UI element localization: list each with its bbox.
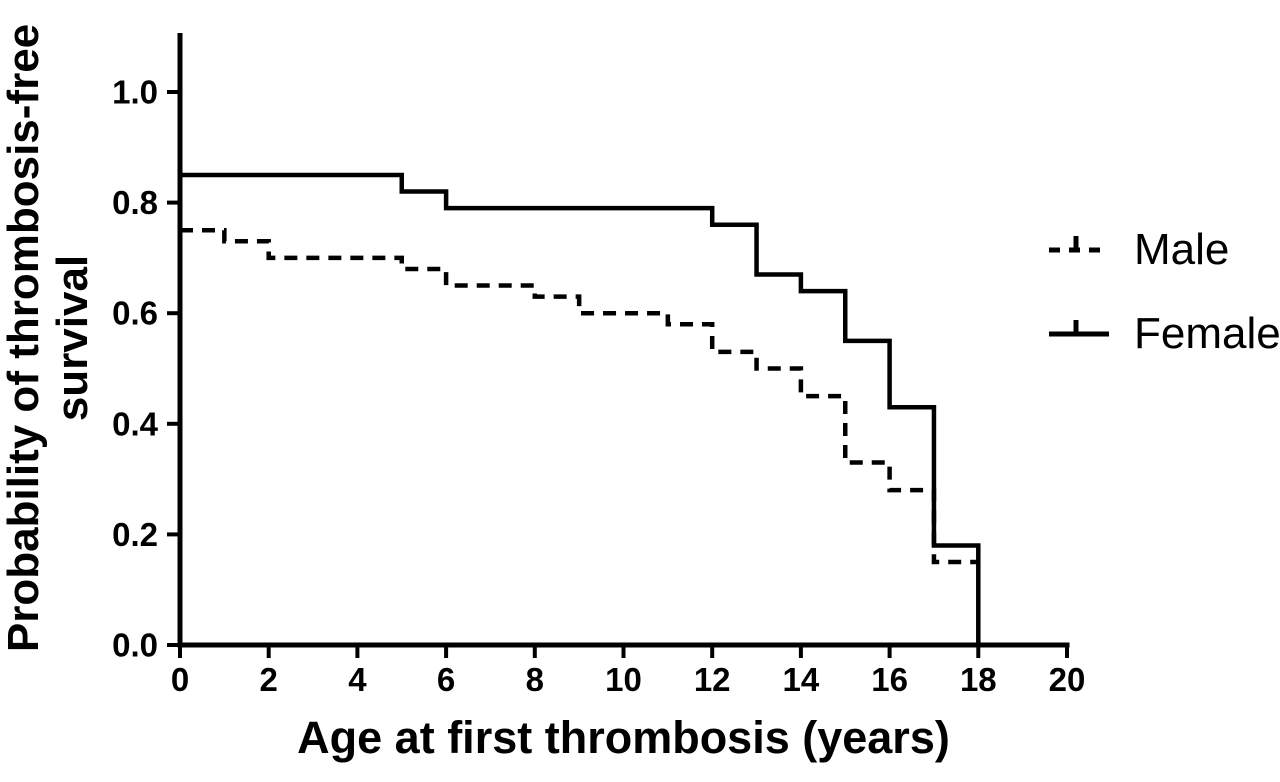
y-tick-label: 0.0 [112,627,158,664]
male-dashed-line-symbol [1049,236,1109,253]
legend-label-male: Male [1134,225,1230,274]
legend-label-female: Female [1134,309,1280,358]
legend: Male Female [1046,222,1280,390]
legend-item-female: Female [1046,306,1280,362]
male-survival-curve [180,228,979,565]
x-tick-label: 2 [260,661,278,698]
y-tick-label: 0.8 [112,184,158,221]
y-tick-label: 1.0 [112,74,158,111]
x-tick-label: 16 [871,661,908,698]
x-tick-label: 14 [783,661,820,698]
y-tick-label: 0.4 [112,405,159,442]
x-tick-label: 20 [1049,661,1086,698]
x-tick-label: 8 [526,661,544,698]
female-survival-curve [180,172,981,645]
x-tick-label: 10 [605,661,642,698]
x-tick-label: 12 [694,661,731,698]
x-tick-label: 4 [348,661,367,698]
x-tick-label: 6 [437,661,455,698]
x-tick-label: 0 [171,661,189,698]
female-solid-line-symbol [1049,320,1109,337]
y-axis-title: Probability of thrombosis-free survival [0,0,98,698]
y-axis-title-line2: survival [48,254,97,422]
y-axis-title-line1: Probability of thrombosis-free [0,23,48,653]
legend-item-male: Male [1046,222,1280,278]
x-tick-label: 18 [960,661,997,698]
x-axis-title: Age at first thrombosis (years) [297,712,950,763]
y-tick-label: 0.6 [112,295,158,332]
y-tick-label: 0.2 [112,516,158,553]
